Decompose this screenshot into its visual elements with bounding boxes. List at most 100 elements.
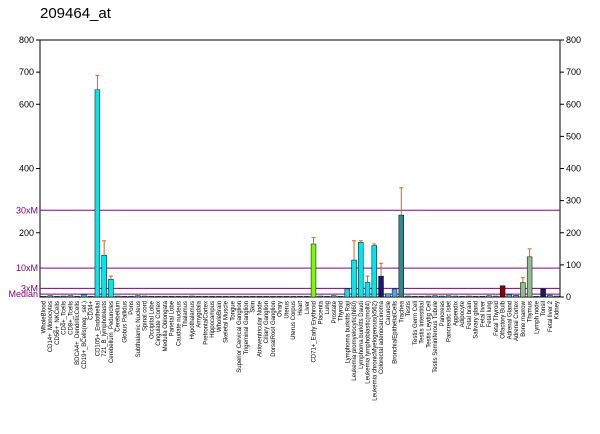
bar — [371, 245, 377, 298]
bar — [250, 296, 256, 298]
category-label: Atrioventricular Node — [257, 300, 263, 357]
category-label: Subthalamic Nucleus — [136, 301, 142, 357]
bar — [243, 296, 249, 298]
category-label: WholeBlood — [41, 301, 47, 333]
right-tick-label: 600 — [566, 99, 581, 109]
category-label: Salivary gland — [474, 301, 480, 339]
category-label: Spinal cord — [143, 301, 149, 331]
right-tick-label: 700 — [566, 67, 581, 77]
category-label: Colorectal adenocarcinoma — [379, 300, 385, 374]
left-tick-label: 200 — [19, 228, 34, 238]
category-label: Heart — [298, 301, 304, 316]
bar — [513, 295, 519, 298]
bar — [283, 296, 290, 298]
bar — [196, 296, 202, 298]
category-label: Ciliary Ganglion — [264, 301, 270, 343]
category-label: Lymph node — [534, 300, 540, 333]
bar — [540, 288, 546, 298]
category-label: CD19+_BCells(neg._sel.) — [82, 301, 88, 369]
bar — [439, 295, 445, 298]
bar — [270, 296, 276, 298]
bar — [317, 295, 323, 298]
bar — [108, 279, 114, 298]
category-label: CD105+_Endothelial — [95, 301, 101, 356]
right-tick-label: 300 — [566, 196, 581, 206]
bar — [412, 296, 418, 298]
category-label: Kidney — [555, 301, 561, 319]
category-label: Fetal liver 2 — [548, 300, 554, 332]
bar — [202, 296, 209, 298]
category-label: Placenta — [318, 300, 324, 324]
category-label: Olfactory Bulb — [501, 300, 507, 338]
bar — [277, 296, 283, 298]
bar — [135, 295, 141, 298]
category-label: Tonsil — [541, 301, 547, 316]
bar — [236, 296, 242, 298]
category-label: Thymus — [528, 301, 534, 322]
reference-line-label: 3xM — [21, 283, 38, 293]
category-label: Thalamus — [183, 301, 189, 327]
bar — [310, 243, 317, 298]
bar — [324, 296, 330, 298]
category-label: Uterus Corpus — [291, 301, 297, 340]
category-label: Superior Cervical Ganglion — [237, 301, 243, 373]
bar — [553, 295, 560, 298]
bar — [67, 295, 74, 298]
category-label: Hippocampus — [210, 301, 216, 338]
bar — [290, 296, 296, 298]
category-label: Testis Germ Cell — [413, 301, 419, 345]
category-label: Liver — [305, 301, 311, 314]
bar — [533, 296, 540, 298]
bar — [256, 296, 263, 298]
category-label: Lymphoma burkitts Daudi — [359, 301, 365, 369]
category-label: Testis Interstitial — [420, 301, 426, 344]
category-label: CD14+_Monocytes — [48, 301, 54, 352]
bar — [391, 288, 398, 298]
bar — [452, 295, 459, 298]
bar — [506, 294, 513, 298]
right-tick-label: 0 — [566, 292, 571, 302]
category-label: Globus Pallidus — [122, 301, 128, 343]
bar — [121, 296, 128, 298]
category-label: Skin — [251, 301, 257, 313]
right-tick-label: 100 — [566, 260, 581, 270]
category-label: DorsalRoot Ganglion — [271, 301, 277, 357]
category-label: Trigeminal Ganglion — [244, 301, 250, 354]
category-label: Caudate nucleus — [176, 301, 182, 346]
reference-line-label: 10xM — [16, 263, 38, 273]
bar — [40, 296, 47, 298]
bar — [128, 296, 134, 298]
bar — [432, 295, 438, 298]
bar — [479, 296, 486, 298]
category-label: Parietal Lobe — [170, 300, 176, 336]
bar — [223, 296, 229, 298]
left-tick-label: 700 — [19, 67, 34, 77]
bar — [364, 282, 371, 298]
bar — [229, 296, 236, 298]
chart-title: 209464_at — [40, 5, 111, 22]
category-label: Occipital Lobe — [149, 300, 155, 339]
category-label: Bone marrow — [521, 300, 527, 336]
category-label: Appendix — [453, 301, 459, 326]
bar — [459, 296, 465, 298]
bar — [520, 282, 526, 298]
bar — [331, 295, 337, 298]
bar — [418, 296, 425, 298]
bar — [472, 296, 479, 298]
bar — [499, 285, 506, 298]
bar — [47, 295, 53, 298]
bar — [526, 256, 533, 298]
bar — [155, 296, 161, 298]
category-label: 721_B_lymphoblasts — [102, 301, 108, 357]
category-label: CD8+_Tcells — [68, 301, 74, 335]
bar — [74, 296, 80, 298]
reference-line-label: Median — [8, 289, 38, 299]
right-tick-label: 500 — [566, 131, 581, 141]
plot-frame — [39, 39, 561, 298]
bar — [175, 296, 182, 298]
bar — [60, 295, 67, 298]
category-label: BDCA4+_DendriticCells — [75, 301, 81, 365]
bar — [101, 254, 107, 298]
bar — [263, 296, 269, 298]
